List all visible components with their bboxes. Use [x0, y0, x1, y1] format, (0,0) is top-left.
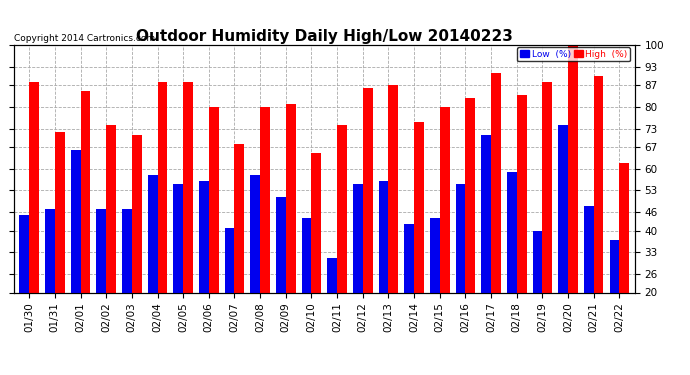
Bar: [620, 163, 629, 292]
Bar: [29, 82, 39, 292]
Bar: [440, 107, 449, 292]
Bar: [311, 153, 322, 292]
Bar: [157, 82, 167, 292]
Bar: [388, 85, 398, 292]
Bar: [466, 98, 475, 292]
Bar: [414, 122, 424, 292]
Bar: [71, 150, 81, 292]
Bar: [337, 125, 347, 292]
Bar: [363, 88, 373, 292]
Bar: [19, 215, 29, 292]
Bar: [250, 175, 260, 292]
Bar: [199, 181, 209, 292]
Bar: [455, 184, 466, 292]
Bar: [97, 209, 106, 292]
Bar: [45, 209, 55, 292]
Bar: [542, 82, 552, 292]
Bar: [379, 181, 388, 292]
Bar: [430, 218, 440, 292]
Bar: [148, 175, 157, 292]
Bar: [517, 94, 526, 292]
Bar: [132, 135, 141, 292]
Bar: [235, 144, 244, 292]
Bar: [225, 228, 235, 292]
Bar: [584, 206, 593, 292]
Bar: [593, 76, 604, 292]
Bar: [81, 92, 90, 292]
Bar: [209, 107, 219, 292]
Bar: [173, 184, 183, 292]
Bar: [491, 73, 501, 292]
Bar: [302, 218, 311, 292]
Bar: [286, 104, 295, 292]
Bar: [327, 258, 337, 292]
Bar: [183, 82, 193, 292]
Bar: [610, 240, 620, 292]
Bar: [482, 135, 491, 292]
Bar: [260, 107, 270, 292]
Bar: [353, 184, 363, 292]
Bar: [533, 231, 542, 292]
Text: Copyright 2014 Cartronics.com: Copyright 2014 Cartronics.com: [14, 33, 155, 42]
Bar: [404, 224, 414, 292]
Bar: [106, 125, 116, 292]
Bar: [122, 209, 132, 292]
Bar: [507, 172, 517, 292]
Bar: [276, 196, 286, 292]
Title: Outdoor Humidity Daily High/Low 20140223: Outdoor Humidity Daily High/Low 20140223: [136, 29, 513, 44]
Legend: Low  (%), High  (%): Low (%), High (%): [518, 47, 630, 62]
Bar: [558, 125, 568, 292]
Bar: [568, 45, 578, 292]
Bar: [55, 132, 65, 292]
